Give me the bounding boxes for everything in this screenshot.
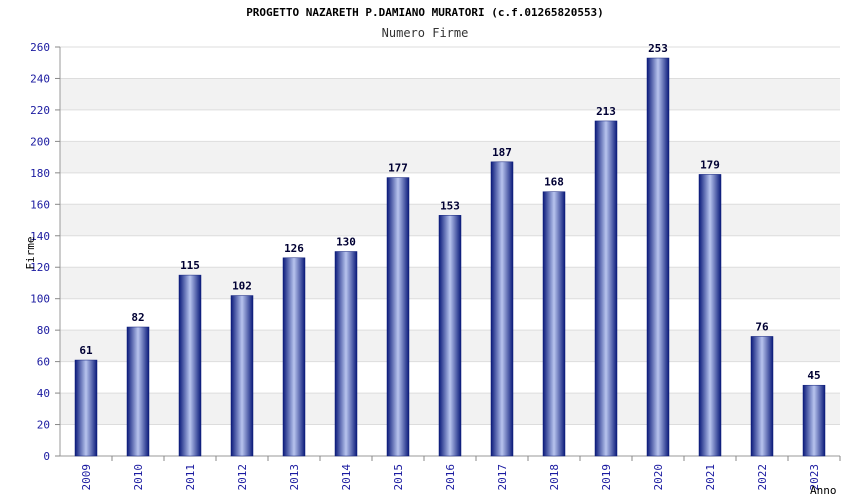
value-label-2012: 102 [232,280,252,293]
bar-2020 [646,57,670,457]
y-tick-label: 120 [30,261,50,274]
bar-2014 [334,251,358,457]
bar-2009 [74,359,98,457]
grid-band [60,78,840,110]
bar-2023 [802,384,826,457]
bar-2021 [698,174,722,457]
x-tick-label-2019: 2019 [600,464,613,491]
x-tick-label-2018: 2018 [548,464,561,491]
y-tick-label: 180 [30,167,50,180]
value-label-2009: 61 [79,344,93,357]
value-label-2017: 187 [492,146,512,159]
value-label-2018: 168 [544,176,564,189]
bar-2017 [490,161,514,457]
bar-2012 [230,295,254,457]
value-label-2020: 253 [648,42,668,55]
x-tick-label-2017: 2017 [496,464,509,491]
bar-2018 [542,191,566,457]
value-label-2016: 153 [440,199,460,212]
y-tick-label: 40 [37,387,50,400]
bar-2010 [126,326,150,457]
value-label-2015: 177 [388,162,408,175]
y-tick-label: 80 [37,324,50,337]
x-tick-label-2011: 2011 [184,464,197,491]
bar-2016 [438,215,462,457]
x-tick-label-2015: 2015 [392,464,405,491]
x-tick-label-2020: 2020 [652,464,665,491]
x-tick-label-2010: 2010 [132,464,145,491]
bar-2015 [386,177,410,457]
bar-2022 [750,336,774,457]
value-label-2021: 179 [700,158,720,171]
y-tick-label: 220 [30,104,50,117]
x-tick-label-2022: 2022 [756,464,769,491]
x-axis-label: Anno [810,484,837,497]
x-tick-label-2013: 2013 [288,464,301,491]
x-tick-label-2009: 2009 [80,464,93,491]
value-label-2013: 126 [284,242,304,255]
value-label-2023: 45 [807,369,820,382]
x-tick-label-2023: 2023 [808,464,821,491]
y-tick-label: 0 [43,450,50,463]
value-label-2011: 115 [180,259,200,272]
x-tick-label-2014: 2014 [340,464,353,491]
x-tick-label-2016: 2016 [444,464,457,491]
y-tick-label: 20 [37,419,50,432]
y-axis-label: Firme [24,236,37,269]
value-label-2010: 82 [131,311,144,324]
x-tick-label-2012: 2012 [236,464,249,491]
value-label-2019: 213 [596,105,616,118]
y-tick-label: 100 [30,293,50,306]
y-tick-label: 60 [37,356,50,369]
value-label-2022: 76 [755,320,769,333]
x-tick-label-2021: 2021 [704,464,717,491]
y-tick-label: 260 [30,41,50,54]
bar-2011 [178,274,202,457]
value-label-2014: 130 [336,236,356,249]
bar-2013 [282,257,306,457]
y-tick-label: 160 [30,198,50,211]
chart-title: PROGETTO NAZARETH P.DAMIANO MURATORI (c.… [246,6,604,19]
chart-subtitle: Numero Firme [381,26,469,40]
bar-2019 [594,120,618,457]
y-tick-label: 200 [30,135,50,148]
grid-band [60,141,840,173]
y-tick-label: 140 [30,230,50,243]
y-tick-label: 240 [30,72,50,85]
